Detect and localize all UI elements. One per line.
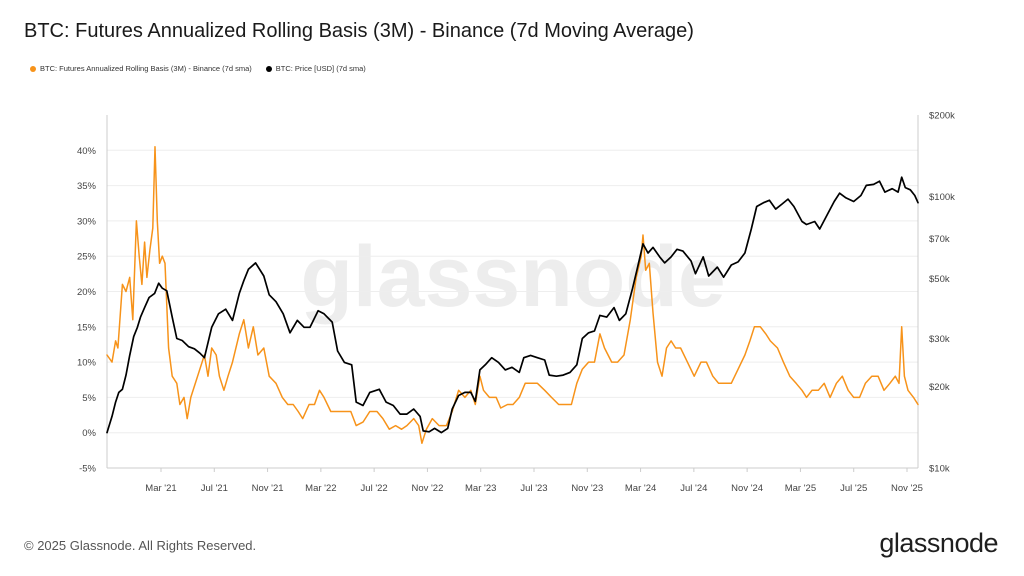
- y-right-tick-label: $30k: [929, 334, 950, 345]
- y-right-tick-label: $50k: [929, 274, 950, 285]
- x-tick-label: Jul '24: [680, 483, 707, 494]
- y-left-tick-label: 25%: [77, 252, 97, 263]
- x-tick-label: Mar '25: [785, 483, 816, 494]
- y-left-tick-label: 10%: [77, 358, 97, 369]
- legend-swatch-basis: [30, 65, 36, 72]
- series-line-price: [106, 176, 919, 434]
- y-left-tick-label: -5%: [79, 464, 96, 475]
- watermark: glassnode: [300, 229, 725, 325]
- y-left-tick-label: 30%: [77, 216, 97, 227]
- x-tick-label: Jul '23: [520, 483, 547, 494]
- legend-label-price: BTC: Price [USD] (7d sma): [275, 64, 366, 73]
- x-tick-label: Nov '23: [571, 483, 603, 494]
- x-tick-label: Jul '25: [840, 483, 867, 494]
- x-tick-label: Mar '24: [625, 483, 656, 494]
- y-right-tick-label: $100k: [929, 192, 955, 203]
- x-tick-label: Nov '25: [891, 483, 923, 494]
- legend-label-basis: BTC: Futures Annualized Rolling Basis (3…: [40, 64, 252, 73]
- legend: BTC: Futures Annualized Rolling Basis (3…: [30, 64, 366, 73]
- y-left-tick-label: 0%: [82, 428, 96, 439]
- y-left-tick-label: 35%: [77, 181, 97, 192]
- x-tick-label: Jul '22: [361, 483, 388, 494]
- y-right-tick-label: $70k: [929, 234, 950, 245]
- y-left-tick-label: 15%: [77, 322, 97, 333]
- legend-item-price[interactable]: BTC: Price [USD] (7d sma): [265, 64, 366, 73]
- series-line-basis: [106, 146, 919, 445]
- x-tick-label: Mar '22: [305, 483, 336, 494]
- x-tick-label: Nov '22: [411, 483, 443, 494]
- y-left-tick-label: 40%: [77, 146, 97, 157]
- y-right-tick-label: $20k: [929, 382, 950, 393]
- y-right-tick-label: $200k: [929, 111, 955, 122]
- x-tick-label: Jul '21: [201, 483, 228, 494]
- x-tick-label: Mar '21: [145, 483, 176, 494]
- legend-swatch-price: [265, 65, 272, 72]
- legend-item-basis[interactable]: BTC: Futures Annualized Rolling Basis (3…: [30, 64, 252, 73]
- y-left-tick-label: 20%: [77, 287, 97, 298]
- y-right-tick-label: $10k: [929, 464, 950, 475]
- y-left-tick-label: 5%: [82, 393, 96, 404]
- copyright-text: © 2025 Glassnode. All Rights Reserved.: [24, 538, 257, 553]
- chart-title: BTC: Futures Annualized Rolling Basis (3…: [24, 20, 694, 42]
- x-tick-label: Mar '23: [465, 483, 496, 494]
- brand-logo: glassnode: [879, 528, 998, 558]
- x-tick-label: Nov '24: [731, 483, 763, 494]
- x-tick-label: Nov '21: [252, 483, 284, 494]
